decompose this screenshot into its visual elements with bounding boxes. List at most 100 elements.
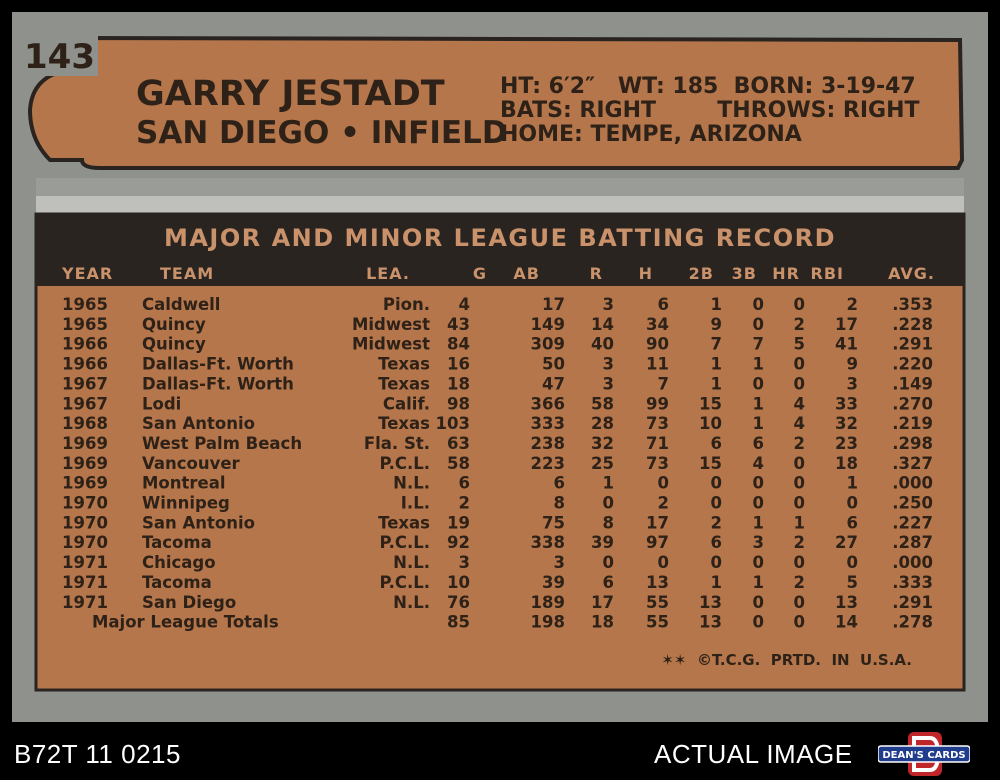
stat-cell: Tacoma bbox=[142, 533, 212, 552]
stat-cell: 1 bbox=[753, 414, 764, 433]
stat-cell: 63 bbox=[447, 434, 470, 453]
stat-cell: Texas bbox=[378, 513, 430, 532]
stat-cell: 103 bbox=[436, 414, 470, 433]
stat-cell: San Antonio bbox=[142, 513, 255, 532]
team-position: SAN DIEGO • INFIELD bbox=[136, 115, 508, 151]
stat-row: 1967 Lodi Calif. 98 366 58 99 15 1 4 33 .270 bbox=[62, 394, 933, 413]
stat-cell: 32 bbox=[835, 414, 858, 433]
stat-cell: 0 bbox=[847, 553, 858, 572]
column-header: HR bbox=[772, 264, 800, 283]
stat-cell: 1 bbox=[794, 513, 805, 532]
stat-cell: 0 bbox=[794, 355, 805, 374]
stat-cell: 18 bbox=[835, 454, 858, 473]
stat-cell: 3 bbox=[603, 295, 614, 314]
stat-cell: 6 bbox=[554, 474, 565, 493]
player-name: GARRY JESTADT bbox=[136, 74, 445, 114]
totals-cell: 55 bbox=[646, 613, 669, 632]
stat-cell: 1967 bbox=[62, 374, 108, 393]
stat-row: 1970 San Antonio Texas 19 75 8 17 2 1 1 6 .227 bbox=[62, 513, 933, 532]
stat-cell: 366 bbox=[531, 394, 565, 413]
stat-cell: Midwest bbox=[352, 315, 430, 334]
stat-cell: 17 bbox=[646, 513, 669, 532]
stat-cell: .270 bbox=[892, 394, 933, 413]
stat-cell: 1969 bbox=[62, 454, 108, 473]
stats-panel bbox=[34, 212, 966, 692]
stat-cell: 1970 bbox=[62, 533, 108, 552]
stat-cell: 1 bbox=[711, 374, 722, 393]
totals-cell: Major League Totals bbox=[92, 613, 279, 632]
stat-cell: 6 bbox=[711, 434, 722, 453]
totals-cell: .278 bbox=[892, 613, 933, 632]
stat-cell: 6 bbox=[459, 474, 470, 493]
stat-cell: 333 bbox=[531, 414, 565, 433]
stat-cell: 1 bbox=[847, 474, 858, 493]
deans-cards-logo: DEAN'S CARDS bbox=[878, 732, 970, 776]
totals-cell: 85 bbox=[447, 613, 470, 632]
stat-cell: 15 bbox=[699, 394, 722, 413]
stat-cell: 1967 bbox=[62, 394, 108, 413]
stat-cell: Winnipeg bbox=[142, 494, 230, 513]
stat-cell: 0 bbox=[794, 474, 805, 493]
stat-cell: Caldwell bbox=[142, 295, 220, 314]
stat-cell: 90 bbox=[646, 335, 669, 354]
stat-cell: 8 bbox=[554, 494, 565, 513]
stat-cell: .227 bbox=[892, 513, 933, 532]
stat-cell: 0 bbox=[658, 474, 669, 493]
totals-cell: 13 bbox=[699, 613, 722, 632]
totals-cell: 0 bbox=[794, 613, 805, 632]
stat-cell: 0 bbox=[711, 474, 722, 493]
stat-cell: Texas bbox=[378, 414, 430, 433]
stat-cell: 6 bbox=[603, 573, 614, 592]
stat-cell: 58 bbox=[447, 454, 470, 473]
stat-cell: 15 bbox=[699, 454, 722, 473]
stat-cell: 1966 bbox=[62, 335, 108, 354]
stat-cell: 40 bbox=[591, 335, 614, 354]
stat-row: 1965 Quincy Midwest 43 149 14 34 9 0 2 17 .228 bbox=[62, 315, 933, 334]
stat-cell: 1 bbox=[711, 295, 722, 314]
stat-cell: .291 bbox=[892, 593, 933, 612]
column-header: LEA. bbox=[366, 264, 410, 283]
stat-cell: 27 bbox=[835, 533, 858, 552]
stat-cell: P.C.L. bbox=[380, 454, 431, 473]
stat-cell: 2 bbox=[459, 494, 470, 513]
stat-cell: 76 bbox=[447, 593, 470, 612]
stat-cell: 32 bbox=[591, 434, 614, 453]
stat-cell: 11 bbox=[646, 355, 669, 374]
batting-record-banner: MAJOR AND MINOR LEAGUE BATTING RECORD bbox=[164, 224, 836, 252]
stat-cell: 28 bbox=[591, 414, 614, 433]
stat-cell: 1966 bbox=[62, 355, 108, 374]
stat-cell: 7 bbox=[753, 335, 764, 354]
stat-cell: 4 bbox=[794, 394, 805, 413]
stat-cell: Lodi bbox=[142, 394, 181, 413]
stat-cell: 1 bbox=[711, 573, 722, 592]
stat-cell: 0 bbox=[753, 593, 764, 612]
stat-cell: 1969 bbox=[62, 434, 108, 453]
stat-cell: 1971 bbox=[62, 553, 108, 572]
stat-cell: N.L. bbox=[393, 474, 430, 493]
stat-cell: 1 bbox=[753, 573, 764, 592]
stat-cell: 0 bbox=[794, 494, 805, 513]
stat-cell: Pion. bbox=[383, 295, 430, 314]
stat-cell: West Palm Beach bbox=[142, 434, 302, 453]
stat-cell: 18 bbox=[447, 374, 470, 393]
stat-cell: San Antonio bbox=[142, 414, 255, 433]
bio-line-3: HOME: TEMPE, ARIZONA bbox=[500, 122, 802, 147]
stat-cell: 4 bbox=[459, 295, 470, 314]
stat-cell: 0 bbox=[753, 374, 764, 393]
stat-cell: 1 bbox=[603, 474, 614, 493]
stat-cell: .353 bbox=[892, 295, 933, 314]
stat-cell: 2 bbox=[794, 315, 805, 334]
stat-cell: 2 bbox=[794, 573, 805, 592]
logo-text: DEAN'S CARDS bbox=[882, 750, 965, 761]
stat-cell: Montreal bbox=[142, 474, 226, 493]
stat-cell: 0 bbox=[847, 494, 858, 513]
stat-cell: .219 bbox=[892, 414, 933, 433]
totals-cell: 0 bbox=[753, 613, 764, 632]
stat-cell: .298 bbox=[892, 434, 933, 453]
stat-cell: Quincy bbox=[142, 335, 206, 354]
stat-cell: 6 bbox=[847, 513, 858, 532]
stat-cell: Calif. bbox=[383, 394, 430, 413]
stat-cell: .287 bbox=[892, 533, 933, 552]
stat-cell: 1971 bbox=[62, 573, 108, 592]
stat-cell: 3 bbox=[847, 374, 858, 393]
